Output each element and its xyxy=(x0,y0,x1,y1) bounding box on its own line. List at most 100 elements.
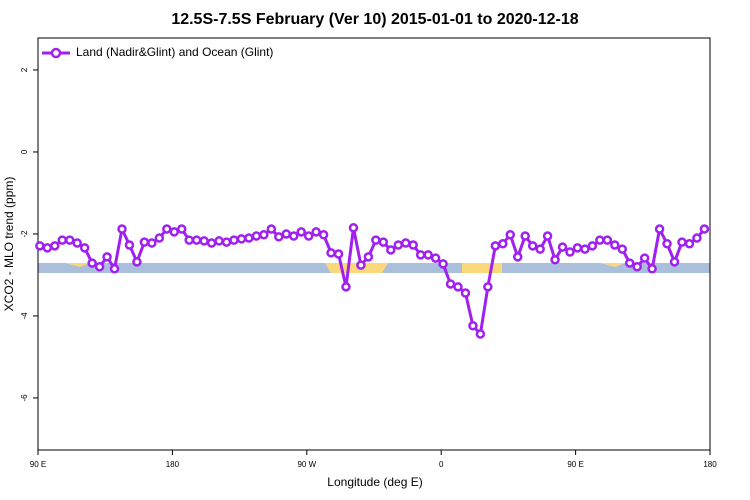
data-point xyxy=(438,259,448,269)
data-point xyxy=(176,224,187,234)
data-point xyxy=(117,224,127,234)
data-point xyxy=(221,237,232,247)
data-point xyxy=(124,240,135,250)
data-point xyxy=(453,282,463,292)
x-tick-label: 180 xyxy=(703,460,717,469)
data-point xyxy=(288,231,299,241)
data-point xyxy=(699,224,710,234)
data-point xyxy=(677,237,687,247)
data-point xyxy=(206,238,217,248)
x-tick-label: 90 E xyxy=(567,460,583,469)
data-point xyxy=(505,230,516,240)
data-point xyxy=(587,241,598,251)
data-point xyxy=(542,231,553,241)
data-point xyxy=(624,258,635,268)
data-point xyxy=(303,231,314,241)
data-point xyxy=(669,257,680,267)
x-tick-label: 90 E xyxy=(30,460,46,469)
data-point xyxy=(94,262,105,272)
data-point xyxy=(102,252,112,262)
data-point xyxy=(132,257,142,267)
data-point xyxy=(572,243,583,253)
data-point xyxy=(527,241,538,251)
data-point xyxy=(535,244,545,254)
data-point xyxy=(79,243,90,253)
data-point xyxy=(393,240,404,250)
data-point xyxy=(490,241,501,251)
data-point xyxy=(430,253,441,263)
data-point xyxy=(498,239,508,249)
data-point xyxy=(662,239,672,249)
y-tick-label: 0 xyxy=(20,149,29,154)
data-point xyxy=(318,230,329,240)
series xyxy=(35,223,710,339)
data-point xyxy=(512,252,523,262)
data-point xyxy=(557,242,568,252)
data-point xyxy=(386,245,396,255)
data-point xyxy=(371,235,381,245)
data-point xyxy=(109,264,120,274)
data-point xyxy=(595,235,605,245)
data-point xyxy=(333,249,344,259)
data-point xyxy=(281,229,292,239)
band-land xyxy=(462,263,502,273)
data-point xyxy=(154,233,165,243)
data-point xyxy=(348,223,359,233)
data-point xyxy=(214,236,224,246)
y-tick-label: 2 xyxy=(20,67,29,72)
chart-title: 12.5S-7.5S February (Ver 10) 2015-01-01 … xyxy=(171,11,578,28)
data-point xyxy=(162,224,172,234)
data-point xyxy=(50,241,60,251)
y-axis-label: XCO2 - MLO trend (ppm) xyxy=(2,177,16,312)
data-point xyxy=(266,224,277,234)
data-point xyxy=(147,238,157,248)
data-point xyxy=(311,227,321,237)
data-point xyxy=(400,238,411,248)
x-tick-label: 180 xyxy=(166,460,180,469)
data-point xyxy=(326,248,336,258)
data-point xyxy=(199,236,209,246)
data-point xyxy=(229,235,239,245)
data-point xyxy=(460,288,471,298)
data-point xyxy=(184,235,194,245)
data-point xyxy=(191,235,202,245)
data-point xyxy=(483,282,493,292)
data-point xyxy=(520,231,530,241)
y-tick-label: -4 xyxy=(20,312,29,320)
data-point xyxy=(445,279,456,289)
data-point xyxy=(236,234,247,244)
data-point xyxy=(42,243,53,253)
legend-marker xyxy=(50,47,62,59)
data-point xyxy=(565,247,575,257)
y-tick-label: -2 xyxy=(20,230,29,238)
x-tick-label: 0 xyxy=(439,460,444,469)
data-point xyxy=(251,231,262,241)
x-tick-label: 90 W xyxy=(297,460,316,469)
data-point xyxy=(550,255,560,265)
data-point xyxy=(692,233,702,243)
data-point xyxy=(580,244,590,254)
data-point xyxy=(610,240,620,250)
data-point xyxy=(356,260,366,270)
data-point xyxy=(87,258,97,268)
data-point xyxy=(35,241,45,251)
data-point xyxy=(617,244,628,254)
band-land xyxy=(65,263,90,267)
data-point xyxy=(378,237,389,247)
data-point xyxy=(468,321,478,331)
data-point xyxy=(639,253,650,263)
data-point xyxy=(654,224,665,234)
data-point xyxy=(363,252,374,262)
y-tick-label: -6 xyxy=(20,394,29,402)
x-axis-label: Longitude (deg E) xyxy=(327,475,422,489)
data-point xyxy=(296,227,306,237)
data-point xyxy=(274,232,284,242)
data-point xyxy=(169,227,180,237)
data-point xyxy=(57,235,68,245)
legend-item: Land (Nadir&Glint) and Ocean (Glint) xyxy=(42,45,273,59)
data-point xyxy=(415,250,426,260)
data-point xyxy=(64,235,75,245)
data-point xyxy=(72,238,82,248)
data-point xyxy=(423,250,433,260)
legend-label: Land (Nadir&Glint) and Ocean (Glint) xyxy=(76,45,273,59)
